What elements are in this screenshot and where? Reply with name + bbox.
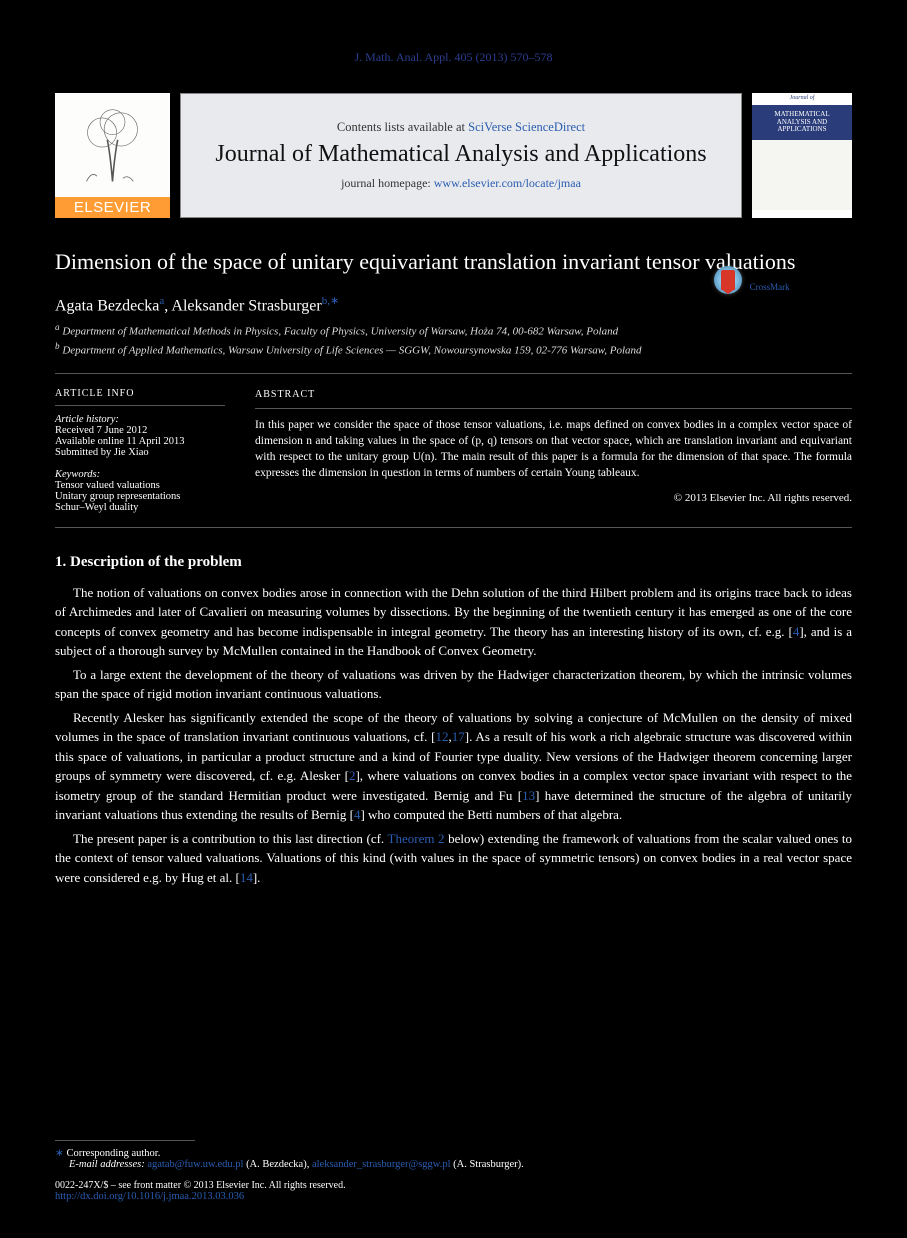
author-1-affil-sup[interactable]: a bbox=[159, 295, 164, 307]
history-label: Article history: bbox=[55, 414, 225, 425]
article-info-column: ARTICLE INFO Article history: Received 7… bbox=[55, 388, 225, 513]
article-info-heading: ARTICLE INFO bbox=[55, 388, 225, 399]
ref-12[interactable]: 12 bbox=[436, 729, 449, 744]
keyword-2: Unitary group representations bbox=[55, 491, 225, 502]
emails-label: E-mail addresses: bbox=[69, 1159, 145, 1170]
elsevier-logo[interactable]: ELSEVIER bbox=[55, 93, 170, 218]
cover-body bbox=[752, 140, 852, 210]
elsevier-tree-icon bbox=[55, 93, 170, 197]
crossmark-badge[interactable]: CrossMark bbox=[707, 266, 797, 294]
author-2-affil-sup[interactable]: b, bbox=[322, 295, 330, 307]
para-3: Recently Alesker has significantly exten… bbox=[55, 708, 852, 825]
para-1: The notion of valuations on convex bodie… bbox=[55, 583, 852, 661]
contents-available-line: Contents lists available at SciVerse Sci… bbox=[337, 120, 585, 135]
keyword-1: Tensor valued valuations bbox=[55, 480, 225, 491]
ref-4b[interactable]: 4 bbox=[354, 807, 361, 822]
ref-theorem2[interactable]: Theorem 2 bbox=[388, 831, 445, 846]
keywords-label: Keywords: bbox=[55, 469, 225, 480]
emails-line: E-mail addresses: agatab@fuw.uw.edu.pl (… bbox=[55, 1159, 852, 1170]
ref-14[interactable]: 14 bbox=[240, 870, 253, 885]
homepage-prefix: journal homepage: bbox=[341, 176, 434, 190]
authors-line: Agata Bezdeckaa, Aleksander Strasburgerb… bbox=[55, 294, 852, 315]
ref-17[interactable]: 17 bbox=[452, 729, 465, 744]
journal-banner: Contents lists available at SciVerse Sci… bbox=[180, 93, 742, 218]
copyright-line: © 2013 Elsevier Inc. All rights reserved… bbox=[255, 491, 852, 506]
corresponding-text: Corresponding author. bbox=[66, 1148, 160, 1159]
submitted-by: Submitted by Jie Xiao bbox=[55, 447, 225, 458]
email-2[interactable]: aleksander_strasburger@sggw.pl bbox=[312, 1159, 451, 1170]
crossmark-label: CrossMark bbox=[750, 282, 790, 292]
cover-title: MATHEMATICAL ANALYSIS AND APPLICATIONS bbox=[752, 105, 852, 140]
corresponding-author-note: ∗ Corresponding author. bbox=[55, 1147, 852, 1159]
homepage-link[interactable]: www.elsevier.com/locate/jmaa bbox=[434, 176, 581, 190]
contents-prefix: Contents lists available at bbox=[337, 120, 468, 134]
homepage-line: journal homepage: www.elsevier.com/locat… bbox=[341, 176, 581, 191]
corresponding-star[interactable]: ∗ bbox=[330, 295, 339, 307]
abstract-column: ABSTRACT In this paper we consider the s… bbox=[255, 388, 852, 513]
crossmark-icon bbox=[714, 266, 742, 294]
divider bbox=[55, 373, 852, 374]
author-1: Agata Bezdecka bbox=[55, 297, 159, 314]
abstract-text: In this paper we consider the space of t… bbox=[255, 417, 852, 481]
keyword-3: Schur–Weyl duality bbox=[55, 502, 225, 513]
received-date: Received 7 June 2012 bbox=[55, 425, 225, 436]
email-1-name: (A. Bezdecka), bbox=[243, 1159, 312, 1170]
sciencedirect-link[interactable]: SciVerse ScienceDirect bbox=[468, 120, 585, 134]
ref-4a[interactable]: 4 bbox=[793, 624, 800, 639]
journal-cover-thumbnail[interactable]: Journal of MATHEMATICAL ANALYSIS AND APP… bbox=[752, 93, 852, 218]
para-2: To a large extent the development of the… bbox=[55, 665, 852, 704]
top-citation: J. Math. Anal. Appl. 405 (2013) 570–578 bbox=[55, 50, 852, 65]
footer: ∗ Corresponding author. E-mail addresses… bbox=[55, 1140, 852, 1202]
header-banner: ELSEVIER Contents lists available at Sci… bbox=[55, 93, 852, 218]
cover-title-l3: APPLICATIONS bbox=[756, 126, 848, 134]
elsevier-wordmark: ELSEVIER bbox=[55, 197, 170, 218]
affil-b-text: Department of Applied Mathematics, Warsa… bbox=[62, 345, 641, 357]
author-2: Aleksander Strasburger bbox=[171, 297, 321, 314]
email-2-name: (A. Strasburger). bbox=[451, 1159, 524, 1170]
affiliation-a: a Department of Mathematical Methods in … bbox=[55, 321, 852, 340]
journal-title: Journal of Mathematical Analysis and App… bbox=[215, 141, 706, 169]
cover-journal-of: Journal of bbox=[752, 93, 852, 105]
affil-a-text: Department of Mathematical Methods in Ph… bbox=[62, 325, 618, 337]
available-date: Available online 11 April 2013 bbox=[55, 436, 225, 447]
ref-2[interactable]: 2 bbox=[349, 768, 356, 783]
doi-link[interactable]: http://dx.doi.org/10.1016/j.jmaa.2013.03… bbox=[55, 1191, 244, 1202]
ref-13[interactable]: 13 bbox=[522, 788, 535, 803]
section-1-body: The notion of valuations on convex bodie… bbox=[55, 583, 852, 888]
footer-divider bbox=[55, 1140, 195, 1141]
front-matter-line: 0022-247X/$ – see front matter © 2013 El… bbox=[55, 1180, 852, 1191]
affiliation-b: b Department of Applied Mathematics, War… bbox=[55, 340, 852, 359]
abstract-heading: ABSTRACT bbox=[255, 388, 852, 402]
section-1-title: 1. Description of the problem bbox=[55, 554, 852, 571]
email-1[interactable]: agatab@fuw.uw.edu.pl bbox=[147, 1159, 243, 1170]
divider-2 bbox=[55, 527, 852, 528]
para-4: The present paper is a contribution to t… bbox=[55, 829, 852, 888]
